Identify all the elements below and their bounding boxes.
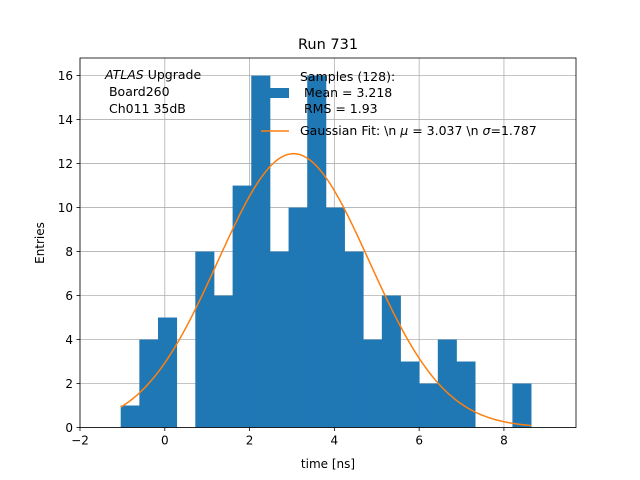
histogram-bar (437, 339, 457, 428)
legend-fit-text-3: =1.787 (490, 123, 536, 138)
annotation-upgrade: Upgrade (144, 67, 202, 82)
x-tick-label: 2 (246, 434, 254, 448)
histogram-bar (307, 75, 327, 428)
gaussian-fit-curve (120, 152, 532, 427)
legend-fit-label: Gaussian Fit: \n μ = 3.037 \n σ=1.787 (300, 123, 537, 138)
y-tick-label: 12 (58, 157, 73, 171)
y-axis-label: Entries (33, 222, 47, 264)
legend: Samples (128): Mean = 3.218 RMS = 1.93 G… (261, 69, 537, 138)
histogram-bar (288, 207, 308, 428)
y-tick-label: 2 (65, 377, 73, 391)
x-tick-label: 8 (500, 434, 508, 448)
plot-frame (79, 57, 577, 428)
histogram-bar (344, 251, 364, 428)
legend-fit-mu: μ (399, 123, 408, 138)
histogram-bar (381, 295, 401, 428)
histogram-bar (419, 383, 439, 428)
histogram-bar (512, 383, 532, 428)
histogram-bar (363, 339, 383, 428)
x-axis-label: time [ns] (301, 457, 355, 471)
y-tick-label: 14 (58, 113, 73, 127)
legend-fit-sigma: σ (483, 123, 492, 138)
histogram-bar (400, 361, 420, 428)
histogram-bar (232, 185, 252, 428)
histogram-bar (158, 317, 178, 428)
y-tick-label: 0 (65, 421, 73, 435)
x-tick-label: −2 (71, 434, 89, 448)
histogram-bar (251, 75, 271, 428)
annotation-line-1: ATLAS Upgrade (104, 67, 201, 82)
legend-fit-text-2: = 3.037 \n (408, 123, 482, 138)
y-tick-label: 8 (65, 245, 73, 259)
y-tick-label: 4 (65, 333, 73, 347)
annotation-line-3: Ch011 35dB (105, 101, 186, 116)
legend-histogram-label-line-3: RMS = 1.93 (300, 101, 378, 116)
x-tick-label: 6 (415, 434, 423, 448)
y-tick-label: 16 (58, 69, 73, 83)
histogram-bar (195, 251, 215, 428)
x-tick-label: 0 (161, 434, 169, 448)
histogram-bar (120, 405, 140, 428)
annotation-atlas: ATLAS (104, 67, 144, 82)
y-tick-label: 6 (65, 289, 73, 303)
legend-histogram-swatch (261, 88, 289, 98)
histogram-bar (213, 295, 234, 428)
histogram-bars (120, 75, 532, 428)
histogram-bar (325, 207, 345, 428)
annotation-line-2: Board260 (105, 84, 170, 99)
x-axis-ticks: −2 0 2 4 6 8 (71, 427, 508, 448)
y-tick-label: 10 (58, 201, 73, 215)
chart-title: Run 731 (298, 37, 358, 53)
legend-histogram-label-line-1: Samples (128): (300, 69, 395, 84)
x-tick-label: 4 (331, 434, 339, 448)
histogram-bar (456, 361, 476, 428)
annotation-text: ATLAS Upgrade Board260 Ch011 35dB (104, 67, 201, 116)
legend-fit-text-1: Gaussian Fit: \n (300, 123, 400, 138)
y-axis-ticks: 0 2 4 6 8 10 12 14 16 (58, 69, 80, 435)
legend-histogram-label-line-2: Mean = 3.218 (300, 85, 392, 100)
histogram-bar (269, 251, 289, 428)
